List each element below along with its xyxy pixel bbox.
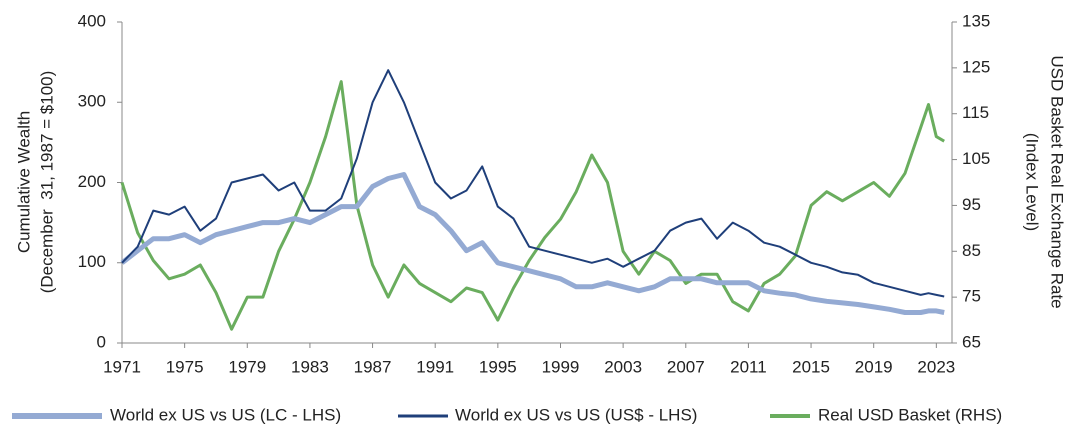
x-tick-label: 1983 xyxy=(291,357,329,376)
y-tick-label: 300 xyxy=(78,92,106,111)
x-tick-label: 2003 xyxy=(604,357,642,376)
x-tick-label: 2015 xyxy=(792,357,830,376)
y-tick-label: 0 xyxy=(97,332,106,351)
x-tick-label: 1991 xyxy=(416,357,454,376)
legend-label: World ex US vs US (LC - LHS) xyxy=(110,405,341,424)
y-tick-label: 200 xyxy=(78,172,106,191)
y2-tick-label: 125 xyxy=(962,57,990,76)
y2-tick-label: 75 xyxy=(962,287,981,306)
legend-label: World ex US vs US (US$ - LHS) xyxy=(455,405,697,424)
series-line xyxy=(120,80,945,331)
x-tick-label: 1971 xyxy=(103,357,141,376)
x-tick-label: 1995 xyxy=(479,357,517,376)
y-tick-label: 400 xyxy=(78,11,106,30)
x-tick-label: 1999 xyxy=(542,357,580,376)
legend-label: Real USD Basket (RHS) xyxy=(818,405,1002,424)
x-tick-label: 2007 xyxy=(667,357,705,376)
y2-tick-label: 85 xyxy=(962,241,981,260)
x-tick-label: 1975 xyxy=(166,357,204,376)
y2-tick-label: 95 xyxy=(962,195,981,214)
y-tick-label: 100 xyxy=(78,252,106,271)
x-tick-label: 2019 xyxy=(855,357,893,376)
y2-axis-title: (Index Level) xyxy=(1023,133,1042,231)
x-tick-label: 1979 xyxy=(228,357,266,376)
y2-tick-label: 135 xyxy=(962,11,990,30)
y2-tick-label: 115 xyxy=(962,103,989,122)
y2-tick-label: 105 xyxy=(962,149,990,168)
y2-axis-title: USD Basket Real Exchange Rate xyxy=(1048,55,1067,308)
y2-tick-label: 65 xyxy=(962,332,981,351)
x-tick-label: 1987 xyxy=(354,357,392,376)
x-tick-label: 2011 xyxy=(730,357,767,376)
series-line xyxy=(121,69,945,298)
y-axis-title: Cumulative Wealth xyxy=(14,111,33,253)
x-tick-label: 2023 xyxy=(917,357,955,376)
series-line xyxy=(120,172,945,315)
y-axis-title: (December 31, 1987 = $100) xyxy=(37,71,56,294)
